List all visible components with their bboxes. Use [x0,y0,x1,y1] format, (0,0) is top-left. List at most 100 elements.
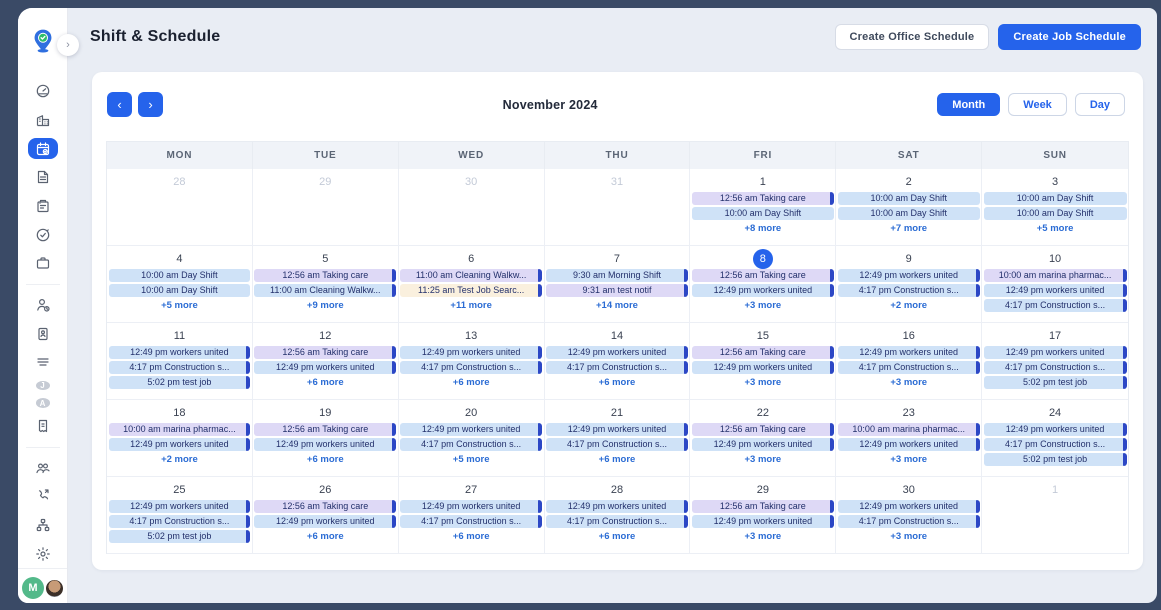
day-cell-16[interactable]: 16 12:49 pm workers united 4:17 pm Constru… [836,323,983,400]
event-pill[interactable]: 10:00 am Day Shift [691,207,834,220]
event-pill[interactable]: 12:49 pm workers united [837,346,980,359]
day-cell-8[interactable]: 8 12:56 am Taking care 12:49 pm workers un… [690,246,837,323]
day-cell-1-out[interactable]: 1 [982,477,1128,554]
event-pill[interactable]: 12:49 pm workers united [254,438,397,451]
event-pill[interactable]: 12:49 pm workers united [983,346,1127,359]
day-cell-1[interactable]: 1 12:56 am Taking care 10:00 am Day Shift +… [690,169,837,246]
event-pill[interactable]: 12:49 pm workers united [691,361,834,374]
more-events-link[interactable]: +6 more [452,377,490,388]
event-pill[interactable]: 4:17 pm Construction s... [546,361,688,374]
more-events-link[interactable]: +3 more [744,300,782,311]
more-events-link[interactable]: +8 more [744,223,782,234]
event-pill[interactable]: 4:17 pm Construction s... [983,438,1127,451]
day-cell-28[interactable]: 28 12:49 pm workers united 4:17 pm Constru… [544,477,691,554]
more-events-link[interactable]: +3 more [890,377,928,388]
more-events-link[interactable]: +5 more [452,454,490,465]
more-events-link[interactable]: +2 more [890,300,928,311]
people-group-icon[interactable] [28,457,58,478]
event-pill[interactable]: 12:49 pm workers united [400,500,543,513]
event-pill[interactable]: 12:56 am Taking care [691,269,834,282]
event-pill[interactable]: 12:49 pm workers united [254,361,397,374]
event-pill[interactable]: 4:17 pm Construction s... [837,284,980,297]
day-cell-6[interactable]: 6 11:00 am Cleaning Walkw... 11:25 am Test… [398,246,545,323]
event-pill[interactable]: 12:49 pm workers united [837,438,980,451]
event-pill[interactable]: 4:17 pm Construction s... [837,361,980,374]
event-pill[interactable]: 5:02 pm test job [108,376,251,389]
event-pill[interactable]: 10:00 am marina pharmac... [983,269,1127,282]
event-pill[interactable]: 12:56 am Taking care [254,346,397,359]
event-pill[interactable]: 12:49 pm workers united [108,500,251,513]
event-pill[interactable]: 12:49 pm workers united [837,500,980,513]
event-pill[interactable]: 12:49 pm workers united [546,500,688,513]
building-icon[interactable] [28,110,58,131]
event-pill[interactable]: 10:00 am Day Shift [837,192,980,205]
day-cell-15[interactable]: 15 12:56 am Taking care 12:49 pm workers u… [690,323,837,400]
event-pill[interactable]: 12:49 pm workers united [546,423,688,436]
event-pill[interactable]: 12:49 pm workers united [691,438,834,451]
day-cell-30-out[interactable]: 30 [398,169,545,246]
calendar-icon[interactable] [27,138,58,160]
event-pill[interactable]: 12:56 am Taking care [691,192,834,205]
day-cell-19[interactable]: 19 12:56 am Taking care 12:49 pm workers u… [252,400,399,477]
more-events-link[interactable]: +6 more [306,531,344,542]
event-pill[interactable]: 12:49 pm workers united [983,423,1127,436]
event-pill[interactable]: 9:30 am Morning Shift [546,269,688,282]
avatar-a[interactable]: A [35,398,50,408]
more-events-link[interactable]: +6 more [306,377,344,388]
view-button-week[interactable]: Week [1008,93,1067,116]
event-pill[interactable]: 12:56 am Taking care [254,269,397,282]
day-cell-25[interactable]: 25 12:49 pm workers united 4:17 pm Constru… [107,477,253,554]
day-cell-17[interactable]: 17 12:49 pm workers united 4:17 pm Constru… [982,323,1128,400]
more-events-link[interactable]: +3 more [890,454,928,465]
event-pill[interactable]: 12:49 pm workers united [108,346,251,359]
note-tag-icon[interactable] [28,196,58,217]
event-pill[interactable]: 12:49 pm workers united [837,269,980,282]
user-avatar-photo[interactable] [46,579,63,597]
event-pill[interactable]: 10:00 am Day Shift [983,192,1127,205]
day-cell-24[interactable]: 24 12:49 pm workers united 4:17 pm Constru… [982,400,1128,477]
view-button-day[interactable]: Day [1074,93,1125,116]
more-events-link[interactable]: +3 more [890,531,928,542]
event-pill[interactable]: 12:56 am Taking care [691,346,834,359]
more-events-link[interactable]: +6 more [598,377,636,388]
event-pill[interactable]: 4:17 pm Construction s... [837,515,980,528]
event-pill[interactable]: 4:17 pm Construction s... [546,515,688,528]
day-cell-30[interactable]: 30 12:49 pm workers united 4:17 pm Constru… [836,477,983,554]
event-pill[interactable]: 12:49 pm workers united [254,515,397,528]
event-pill[interactable]: 12:49 pm workers united [546,346,688,359]
view-button-month[interactable]: Month [937,93,1001,116]
clock-check-icon[interactable] [28,224,58,245]
day-cell-9[interactable]: 9 12:49 pm workers united 4:17 pm Construc… [836,246,983,323]
briefcase-icon[interactable] [28,253,58,274]
event-pill[interactable]: 10:00 am Day Shift [983,207,1127,220]
day-cell-21[interactable]: 21 12:49 pm workers united 4:17 pm Constru… [544,400,691,477]
event-pill[interactable]: 4:17 pm Construction s... [108,515,251,528]
event-pill[interactable]: 12:56 am Taking care [254,500,397,513]
more-events-link[interactable]: +3 more [744,531,782,542]
event-pill[interactable]: 12:49 pm workers united [400,423,543,436]
day-cell-12[interactable]: 12 12:56 am Taking care 12:49 pm workers u… [252,323,399,400]
more-events-link[interactable]: +3 more [744,377,782,388]
more-events-link[interactable]: +6 more [598,531,636,542]
day-cell-28-out[interactable]: 28 [107,169,253,246]
day-cell-4[interactable]: 4 10:00 am Day Shift 10:00 am Day Shift +5 … [107,246,253,323]
event-pill[interactable]: 10:00 am Day Shift [108,284,251,297]
day-cell-20[interactable]: 20 12:49 pm workers united 4:17 pm Constru… [398,400,545,477]
event-pill[interactable]: 5:02 pm test job [983,453,1127,466]
day-cell-2[interactable]: 2 10:00 am Day Shift 10:00 am Day Shift +7 … [836,169,983,246]
prev-month-button[interactable]: ‹ [107,92,132,117]
more-events-link[interactable]: +5 more [161,300,198,311]
day-cell-31-out[interactable]: 31 [544,169,691,246]
event-pill[interactable]: 12:56 am Taking care [254,423,397,436]
event-pill[interactable]: 10:00 am Day Shift [108,269,251,282]
event-pill[interactable]: 12:56 am Taking care [691,500,834,513]
event-pill[interactable]: 12:49 pm workers united [400,346,543,359]
day-cell-5[interactable]: 5 12:56 am Taking care 11:00 am Cleaning W… [252,246,399,323]
more-events-link[interactable]: +3 more [744,454,782,465]
event-pill[interactable]: 4:17 pm Construction s... [983,299,1127,312]
event-pill[interactable]: 4:17 pm Construction s... [400,438,543,451]
day-cell-14[interactable]: 14 12:49 pm workers united 4:17 pm Constru… [544,323,691,400]
event-pill[interactable]: 11:25 am Test Job Searc... [400,284,543,297]
dashboard-gauge-icon[interactable] [28,81,58,102]
document-icon[interactable] [28,167,58,188]
